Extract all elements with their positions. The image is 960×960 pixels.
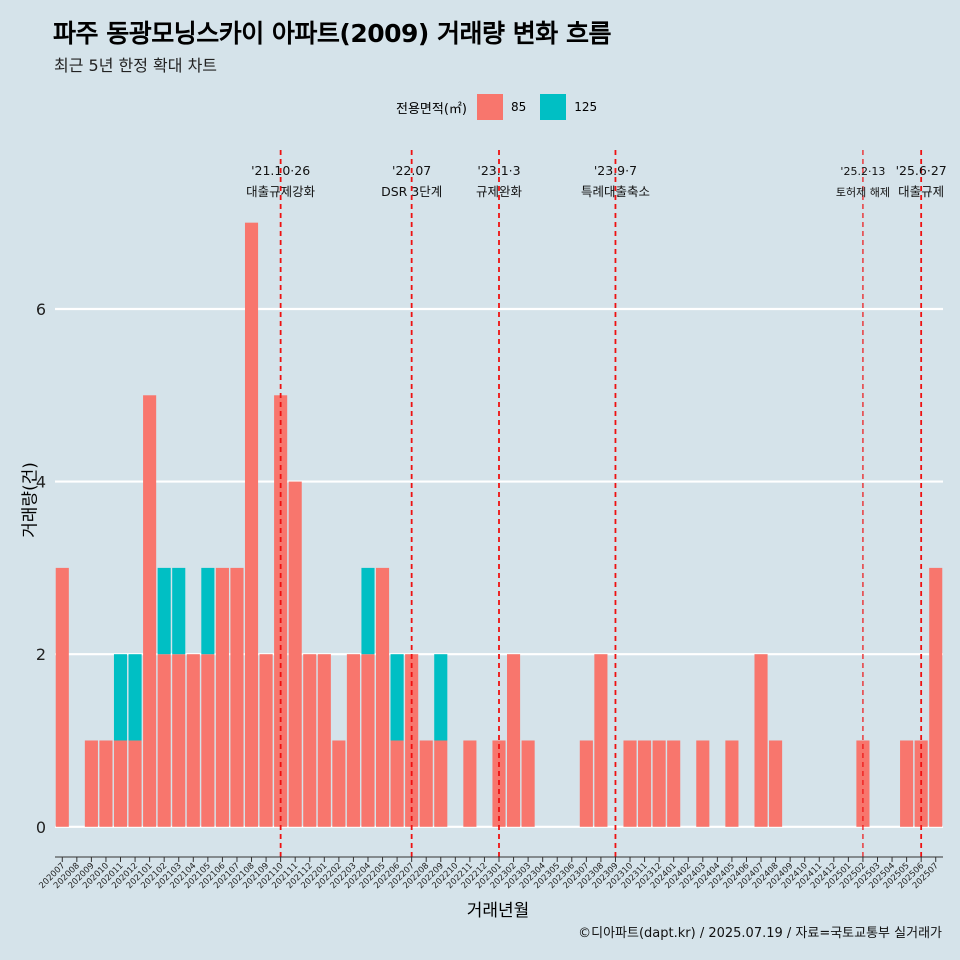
y-tick-label: 0: [36, 818, 46, 837]
event-date-label: '23.1·3: [477, 163, 520, 178]
bar-202111-85: [288, 481, 302, 827]
y-tick-label: 6: [36, 300, 46, 319]
bar-202202-85: [332, 740, 346, 827]
y-tick-label: 2: [36, 645, 46, 664]
event-name-label: DSR 3단계: [381, 184, 442, 199]
bar-202312-85: [652, 740, 666, 827]
event-name-label: 특례대출축소: [581, 184, 650, 199]
bar-202204-85: [361, 654, 375, 827]
bar-202505-85: [900, 740, 914, 827]
bar-202011-125: [113, 654, 128, 741]
bar-202106-85: [215, 567, 229, 827]
event-date-label: '25.2·13: [840, 165, 885, 178]
bar-202104-85: [186, 654, 200, 827]
bar-202101-85: [143, 395, 157, 827]
y-axis-label: 거래량(건): [20, 462, 41, 538]
bar-202012-85: [128, 740, 142, 827]
bar-202012-125: [128, 654, 142, 741]
bar-202204-125: [361, 567, 375, 655]
event-date-label: '22.07: [392, 163, 431, 178]
bar-202307-85: [579, 740, 593, 827]
bar-202311-85: [638, 740, 652, 827]
bar-202103-125: [172, 567, 186, 655]
legend-item-85: 85: [476, 94, 527, 120]
bar-202108-85: [244, 222, 259, 827]
bar-202209-85: [434, 740, 448, 827]
bar-202105-125: [201, 567, 215, 655]
bar-202102-125: [157, 567, 171, 655]
bar-202201-85: [317, 654, 331, 827]
bar-202308-85: [594, 654, 608, 827]
legend-label-85: 85: [510, 100, 527, 114]
legend-item-125: 125: [540, 94, 597, 120]
bar-202407-85: [754, 654, 768, 827]
bar-202507-85: [929, 567, 943, 827]
bar-202107-85: [230, 567, 244, 827]
bar-202105-85: [201, 654, 215, 827]
bar-202401-85: [667, 740, 681, 827]
bar-202211-85: [463, 740, 477, 827]
bar-202206-125: [390, 654, 404, 741]
legend-swatch-125: [540, 94, 567, 120]
bar-202109-85: [259, 654, 273, 827]
bar-202007-85: [55, 567, 69, 827]
bar-202408-85: [769, 740, 783, 827]
event-date-label: '21.10·26: [251, 163, 310, 178]
legend-label-125: 125: [574, 100, 598, 114]
bar-202203-85: [346, 654, 360, 827]
bar-202209-125: [434, 654, 448, 741]
event-date-label: '23.9·7: [594, 163, 637, 178]
bar-202310-85: [623, 740, 637, 827]
x-axis-label: 거래년월: [466, 901, 530, 921]
event-name-label: 토허제 해제: [836, 185, 890, 199]
legend: 전용면적(㎡) 85 125: [396, 94, 611, 120]
bar-202010-85: [99, 740, 113, 827]
event-name-label: 대출규제강화: [246, 184, 316, 199]
event-date-label: '25.6·27: [896, 163, 947, 178]
legend-title: 전용면적(㎡): [396, 101, 467, 117]
bar-202206-85: [390, 740, 404, 827]
bar-202302-85: [507, 654, 521, 827]
bar-202303-85: [521, 740, 535, 827]
event-name-label: 대출규제: [898, 184, 944, 199]
bar-202207-85: [405, 654, 419, 827]
bar-202403-85: [696, 740, 710, 827]
bar-202405-85: [725, 740, 739, 827]
y-tick-label: 4: [36, 473, 46, 492]
event-name-label: 규제완화: [476, 184, 523, 199]
bar-202011-85: [113, 740, 128, 827]
legend-swatch-85: [476, 94, 503, 120]
chart-subtitle: 최근 5년 한정 확대 차트: [54, 56, 218, 75]
bar-202009-85: [84, 740, 98, 827]
bar-202102-85: [157, 654, 171, 827]
bar-202205-85: [375, 567, 390, 827]
chart-title: 파주 동광모닝스카이 아파트(2009) 거래량 변화 흐름: [53, 19, 611, 48]
bar-202208-85: [419, 740, 433, 827]
source-caption: ©디아파트(dapt.kr) / 2025.07.19 / 자료=국토교통부 실…: [578, 926, 942, 941]
bar-202112-85: [303, 654, 317, 827]
bar-202103-85: [172, 654, 186, 827]
